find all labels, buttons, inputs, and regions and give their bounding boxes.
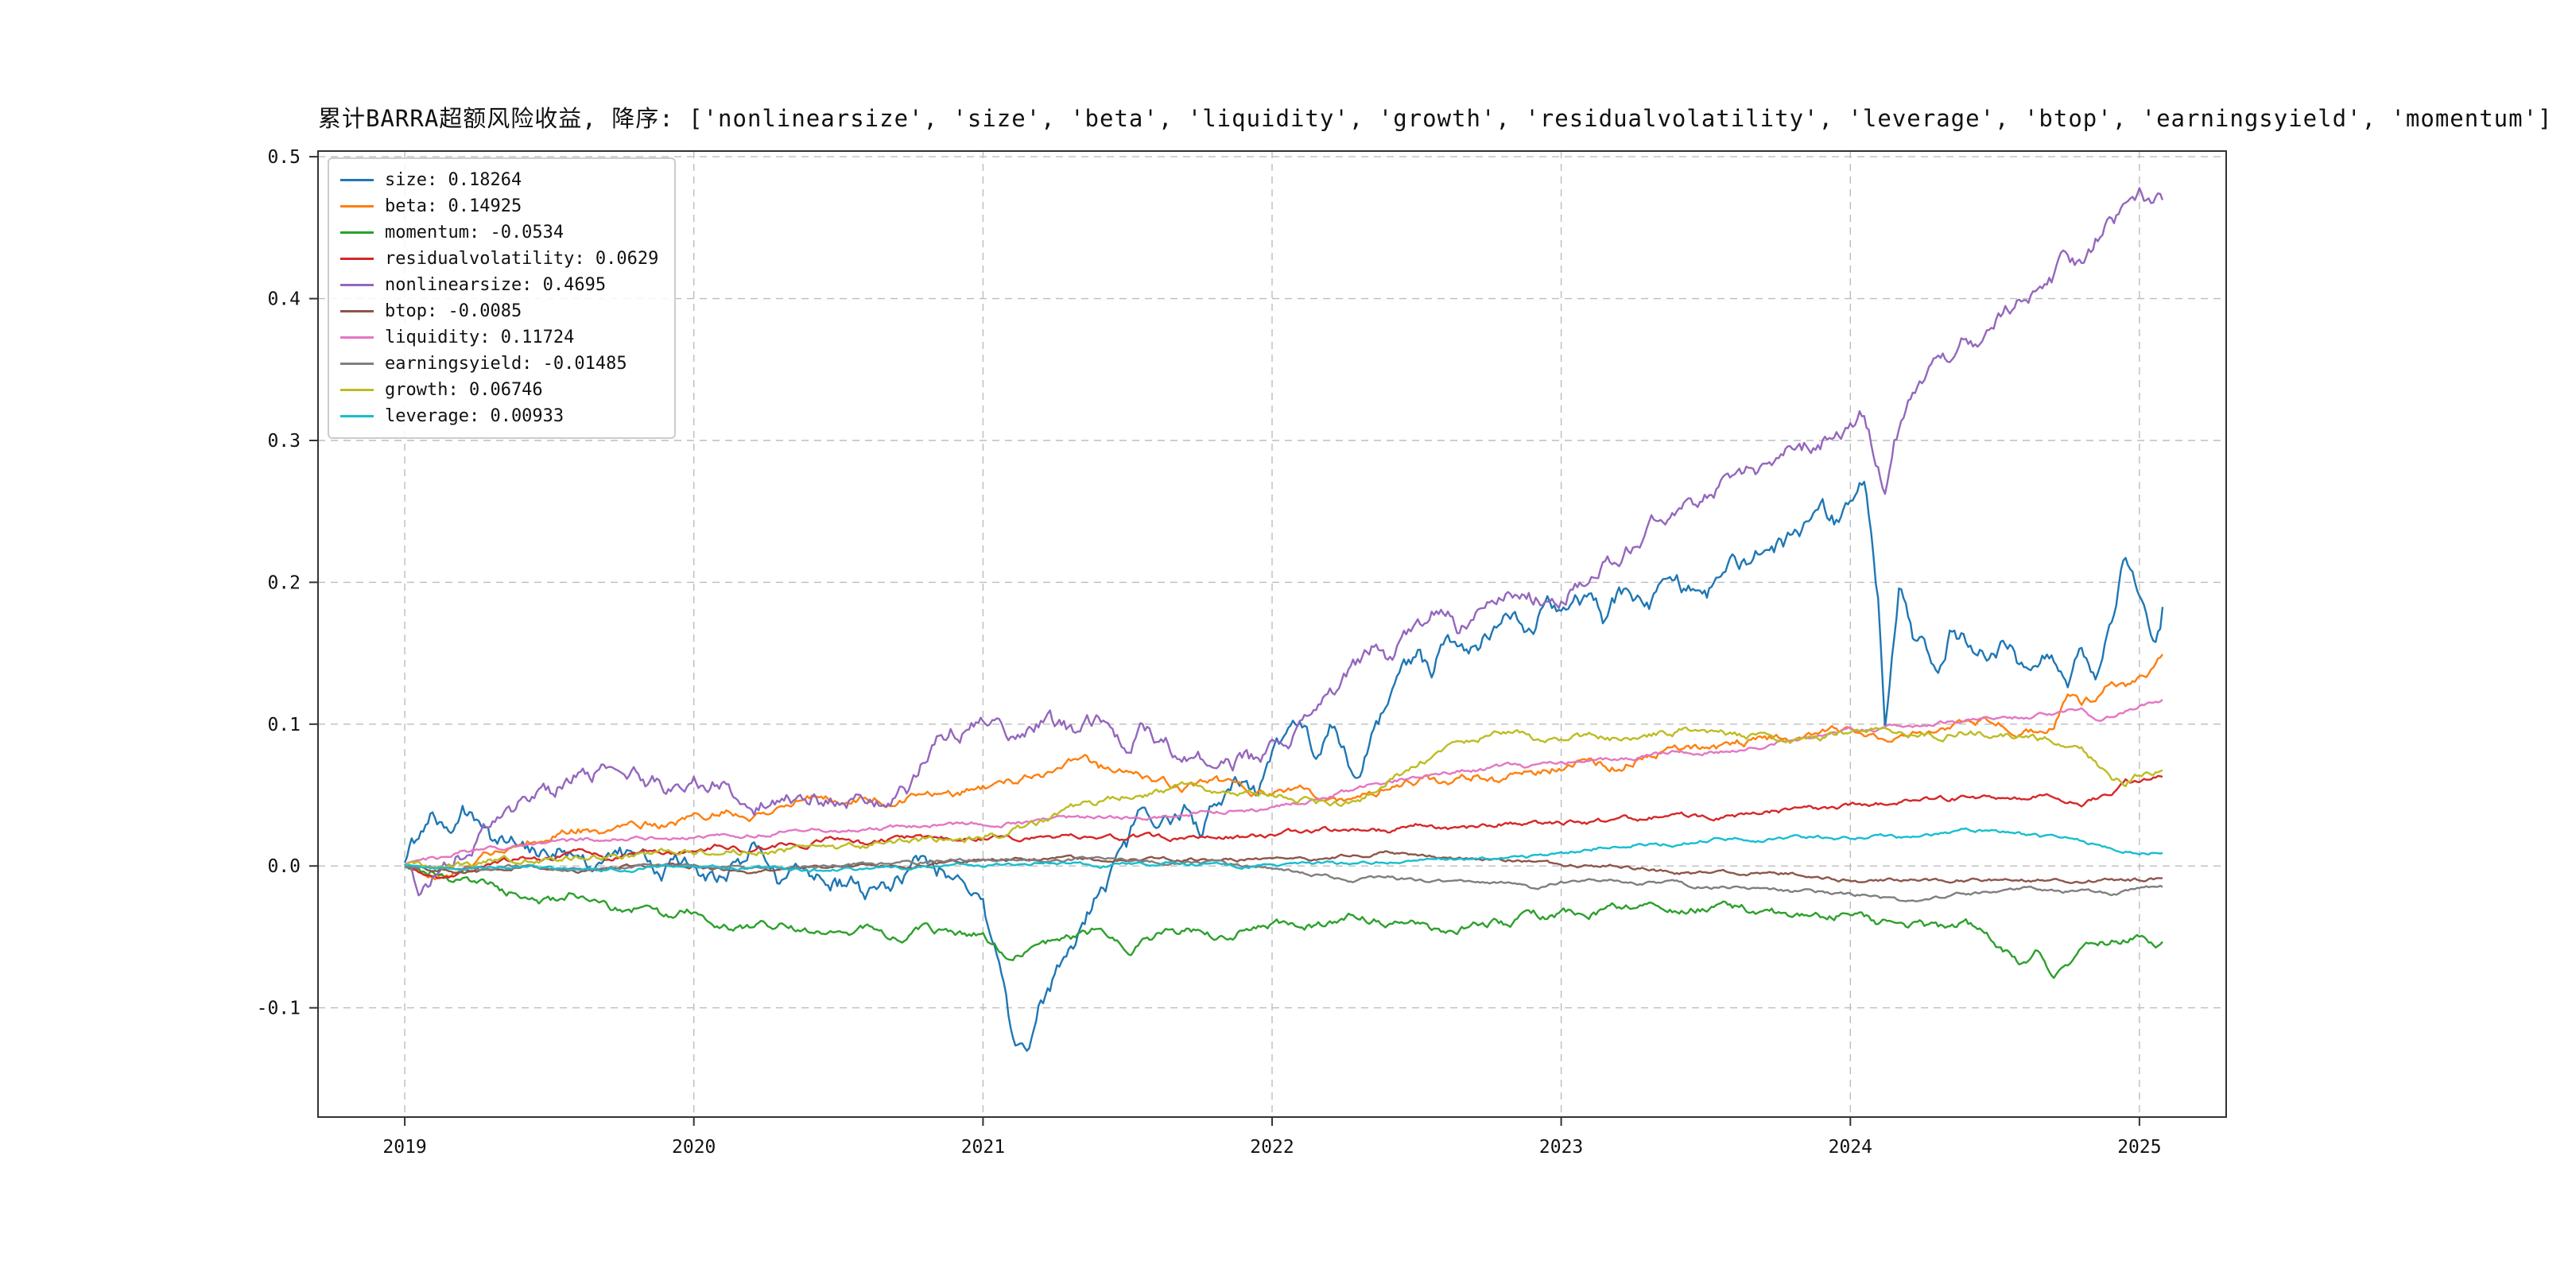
y-tick-label-0.4: 0.4 — [267, 289, 301, 310]
chart-title: 累计BARRA超额风险收益, 降序: ['nonlinearsize', 'si… — [318, 105, 2553, 132]
series-line-leverage — [405, 827, 2163, 874]
legend-line-swatch-btop — [340, 310, 374, 312]
series-line-earningsyield — [404, 855, 2163, 902]
legend-item-btop: btop: -0.0085 — [340, 298, 658, 324]
series-line-nonlinearsize — [404, 187, 2164, 897]
legend-line-swatch-leverage — [340, 415, 374, 417]
y-tick-label--0.1: -0.1 — [257, 999, 301, 1019]
x-tick-label-2024: 2024 — [1829, 1137, 1872, 1158]
x-tick-label-2022: 2022 — [1250, 1137, 1294, 1158]
y-tick-label-0.1: 0.1 — [267, 715, 301, 735]
legend-item-size: size: 0.18264 — [340, 167, 658, 193]
y-tick-label-0.0: 0.0 — [267, 856, 301, 877]
legend-item-residualvolatility: residualvolatility: 0.0629 — [340, 246, 658, 272]
legend-label-btop: btop: -0.0085 — [385, 301, 522, 321]
legend-line-swatch-nonlinearsize — [340, 284, 374, 286]
legend-item-nonlinearsize: nonlinearsize: 0.4695 — [340, 272, 658, 298]
x-tick-label-2019: 2019 — [382, 1137, 426, 1158]
legend-item-leverage: leverage: 0.00933 — [340, 403, 658, 429]
legend-line-swatch-beta — [340, 205, 374, 208]
y-tick-label-0.3: 0.3 — [267, 431, 301, 452]
legend-label-size: size: 0.18264 — [385, 170, 522, 190]
x-tick-label-2021: 2021 — [961, 1137, 1005, 1158]
legend-line-swatch-residualvolatility — [340, 258, 374, 260]
legend-label-liquidity: liquidity: 0.11724 — [385, 328, 575, 347]
legend-line-swatch-size — [340, 179, 374, 181]
legend-label-momentum: momentum: -0.0534 — [385, 223, 564, 242]
legend-label-beta: beta: 0.14925 — [385, 196, 522, 216]
legend-item-growth: growth: 0.06746 — [340, 377, 658, 403]
legend-line-swatch-liquidity — [340, 336, 374, 339]
x-tick-label-2020: 2020 — [672, 1137, 716, 1158]
legend-label-nonlinearsize: nonlinearsize: 0.4695 — [385, 275, 607, 295]
series-line-size — [403, 480, 2164, 1052]
legend-line-swatch-momentum — [340, 231, 374, 234]
series-line-btop — [404, 850, 2163, 884]
legend-label-residualvolatility: residualvolatility: 0.0629 — [385, 249, 659, 269]
legend-item-beta: beta: 0.14925 — [340, 193, 658, 219]
legend-line-swatch-earningsyield — [340, 363, 374, 365]
legend-line-swatch-growth — [340, 389, 374, 391]
legend-item-liquidity: liquidity: 0.11724 — [340, 324, 658, 351]
legend-item-earningsyield: earningsyield: -0.01485 — [340, 351, 658, 377]
y-tick-label-0.2: 0.2 — [267, 572, 301, 593]
y-tick-label-0.5: 0.5 — [267, 147, 301, 168]
legend-box: size: 0.18264 beta: 0.14925 momentum: -0.0… — [328, 157, 677, 439]
series-line-momentum — [404, 863, 2163, 980]
legend-label-growth: growth: 0.06746 — [385, 380, 543, 400]
series-line-growth — [404, 726, 2163, 870]
series-line-beta — [404, 654, 2163, 881]
x-tick-label-2025: 2025 — [2117, 1137, 2161, 1158]
legend-item-momentum: momentum: -0.0534 — [340, 219, 658, 246]
legend-label-earningsyield: earningsyield: -0.01485 — [385, 354, 627, 374]
x-tick-label-2023: 2023 — [1539, 1137, 1583, 1158]
legend-label-leverage: leverage: 0.00933 — [385, 406, 564, 426]
